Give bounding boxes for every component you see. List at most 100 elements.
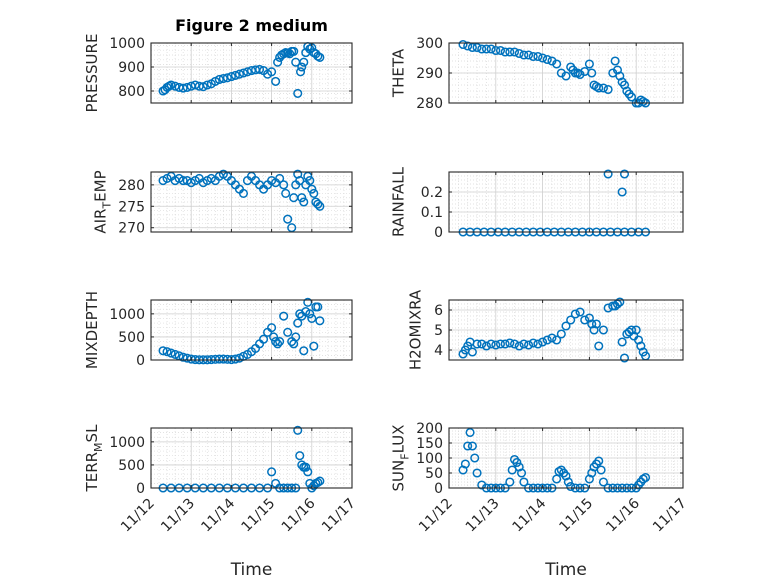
y-tick-label: 150: [416, 436, 443, 452]
data-point: [575, 307, 585, 317]
y-tick-label: 270: [118, 221, 145, 237]
data-point: [463, 41, 473, 51]
data-point: [273, 339, 283, 349]
data-point: [491, 45, 501, 56]
data-point: [598, 477, 608, 487]
data-point: [283, 214, 293, 224]
data-point: [467, 42, 477, 53]
data-point: [491, 340, 501, 350]
data-point: [563, 477, 573, 487]
y-tick-label: 50: [425, 466, 443, 482]
data-point: [509, 47, 520, 57]
data-point: [603, 84, 613, 95]
data-point: [512, 457, 522, 468]
data-point: [162, 347, 172, 357]
data-point: [587, 468, 597, 478]
data-point: [202, 80, 212, 90]
data-point: [626, 92, 637, 102]
y-axis-label: H2OMIXRA: [407, 289, 425, 370]
axes-box: [448, 171, 684, 233]
data-point: [500, 339, 510, 349]
data-point: [615, 297, 625, 307]
data-point: [166, 348, 176, 358]
data-point: [612, 65, 623, 75]
data-point: [315, 476, 325, 486]
data-point: [472, 468, 482, 478]
data-point: [603, 169, 613, 179]
data-point: [313, 477, 323, 488]
axes-box: [150, 299, 353, 361]
data-point: [631, 325, 641, 335]
data-point: [547, 333, 557, 343]
y-tick-label: 0: [136, 481, 145, 497]
data-point: [307, 184, 317, 194]
data-point: [301, 462, 311, 472]
y-tick-label: 200: [416, 421, 443, 437]
y-tick-label: 0.1: [421, 205, 443, 221]
data-point: [460, 459, 470, 469]
subplot-pressure: 800 900 1000 PRESSURE Figure 2 medium: [83, 16, 353, 112]
data-point: [580, 315, 590, 325]
data-point: [238, 188, 249, 198]
data-point: [477, 339, 487, 349]
data-point: [486, 339, 496, 349]
y-tick-label: 0: [136, 353, 145, 369]
data-point: [528, 338, 538, 348]
data-point: [619, 80, 630, 90]
data-point: [619, 169, 630, 179]
y-tick-label: 4: [434, 343, 443, 359]
data-point: [178, 176, 188, 186]
data-point: [561, 71, 571, 81]
data-point: [315, 52, 325, 62]
data-point: [598, 83, 608, 93]
data-point: [309, 188, 319, 198]
data-point: [275, 336, 285, 347]
y-axis-label: TERRMSL: [83, 424, 105, 493]
data-point: [267, 467, 277, 477]
y-tick-label: 280: [118, 178, 145, 194]
data-point: [538, 337, 548, 347]
data-point: [178, 83, 188, 93]
data-point: [561, 321, 571, 331]
data-point: [315, 316, 325, 326]
data-point: [566, 481, 576, 492]
data-point: [566, 315, 576, 325]
data-point: [591, 319, 601, 329]
axes-box: [150, 427, 353, 489]
data-point: [584, 59, 594, 69]
data-point: [524, 340, 534, 350]
y-tick-label: 290: [416, 66, 443, 82]
data-point: [505, 47, 515, 57]
data-point: [275, 173, 285, 183]
data-point: [570, 309, 580, 319]
data-point: [305, 176, 315, 186]
data-point: [458, 465, 468, 475]
data-point: [533, 51, 543, 62]
y-tick-label: 280: [416, 96, 443, 112]
data-point: [477, 44, 487, 54]
data-point: [190, 80, 200, 90]
figure-title: Figure 2 medium: [175, 16, 328, 35]
data-point: [481, 44, 491, 54]
data-point: [514, 462, 524, 472]
data-point: [467, 441, 477, 451]
data-point: [273, 57, 283, 67]
data-point: [617, 337, 627, 347]
data-point: [596, 465, 606, 475]
x-axis-label: Time: [544, 560, 587, 580]
data-point: [295, 451, 305, 461]
data-point: [170, 81, 180, 91]
data-point: [281, 188, 291, 198]
y-tick-label: 500: [118, 330, 145, 346]
data-point: [309, 341, 319, 351]
data-point: [315, 201, 325, 211]
plot-area: [449, 172, 683, 232]
y-tick-label: 0.2: [421, 185, 443, 201]
y-axis-label: SUNFLUX: [390, 425, 412, 492]
data-point: [509, 339, 520, 349]
data-point: [267, 323, 277, 333]
y-tick-label: 100: [416, 451, 443, 467]
data-point: [542, 335, 552, 345]
